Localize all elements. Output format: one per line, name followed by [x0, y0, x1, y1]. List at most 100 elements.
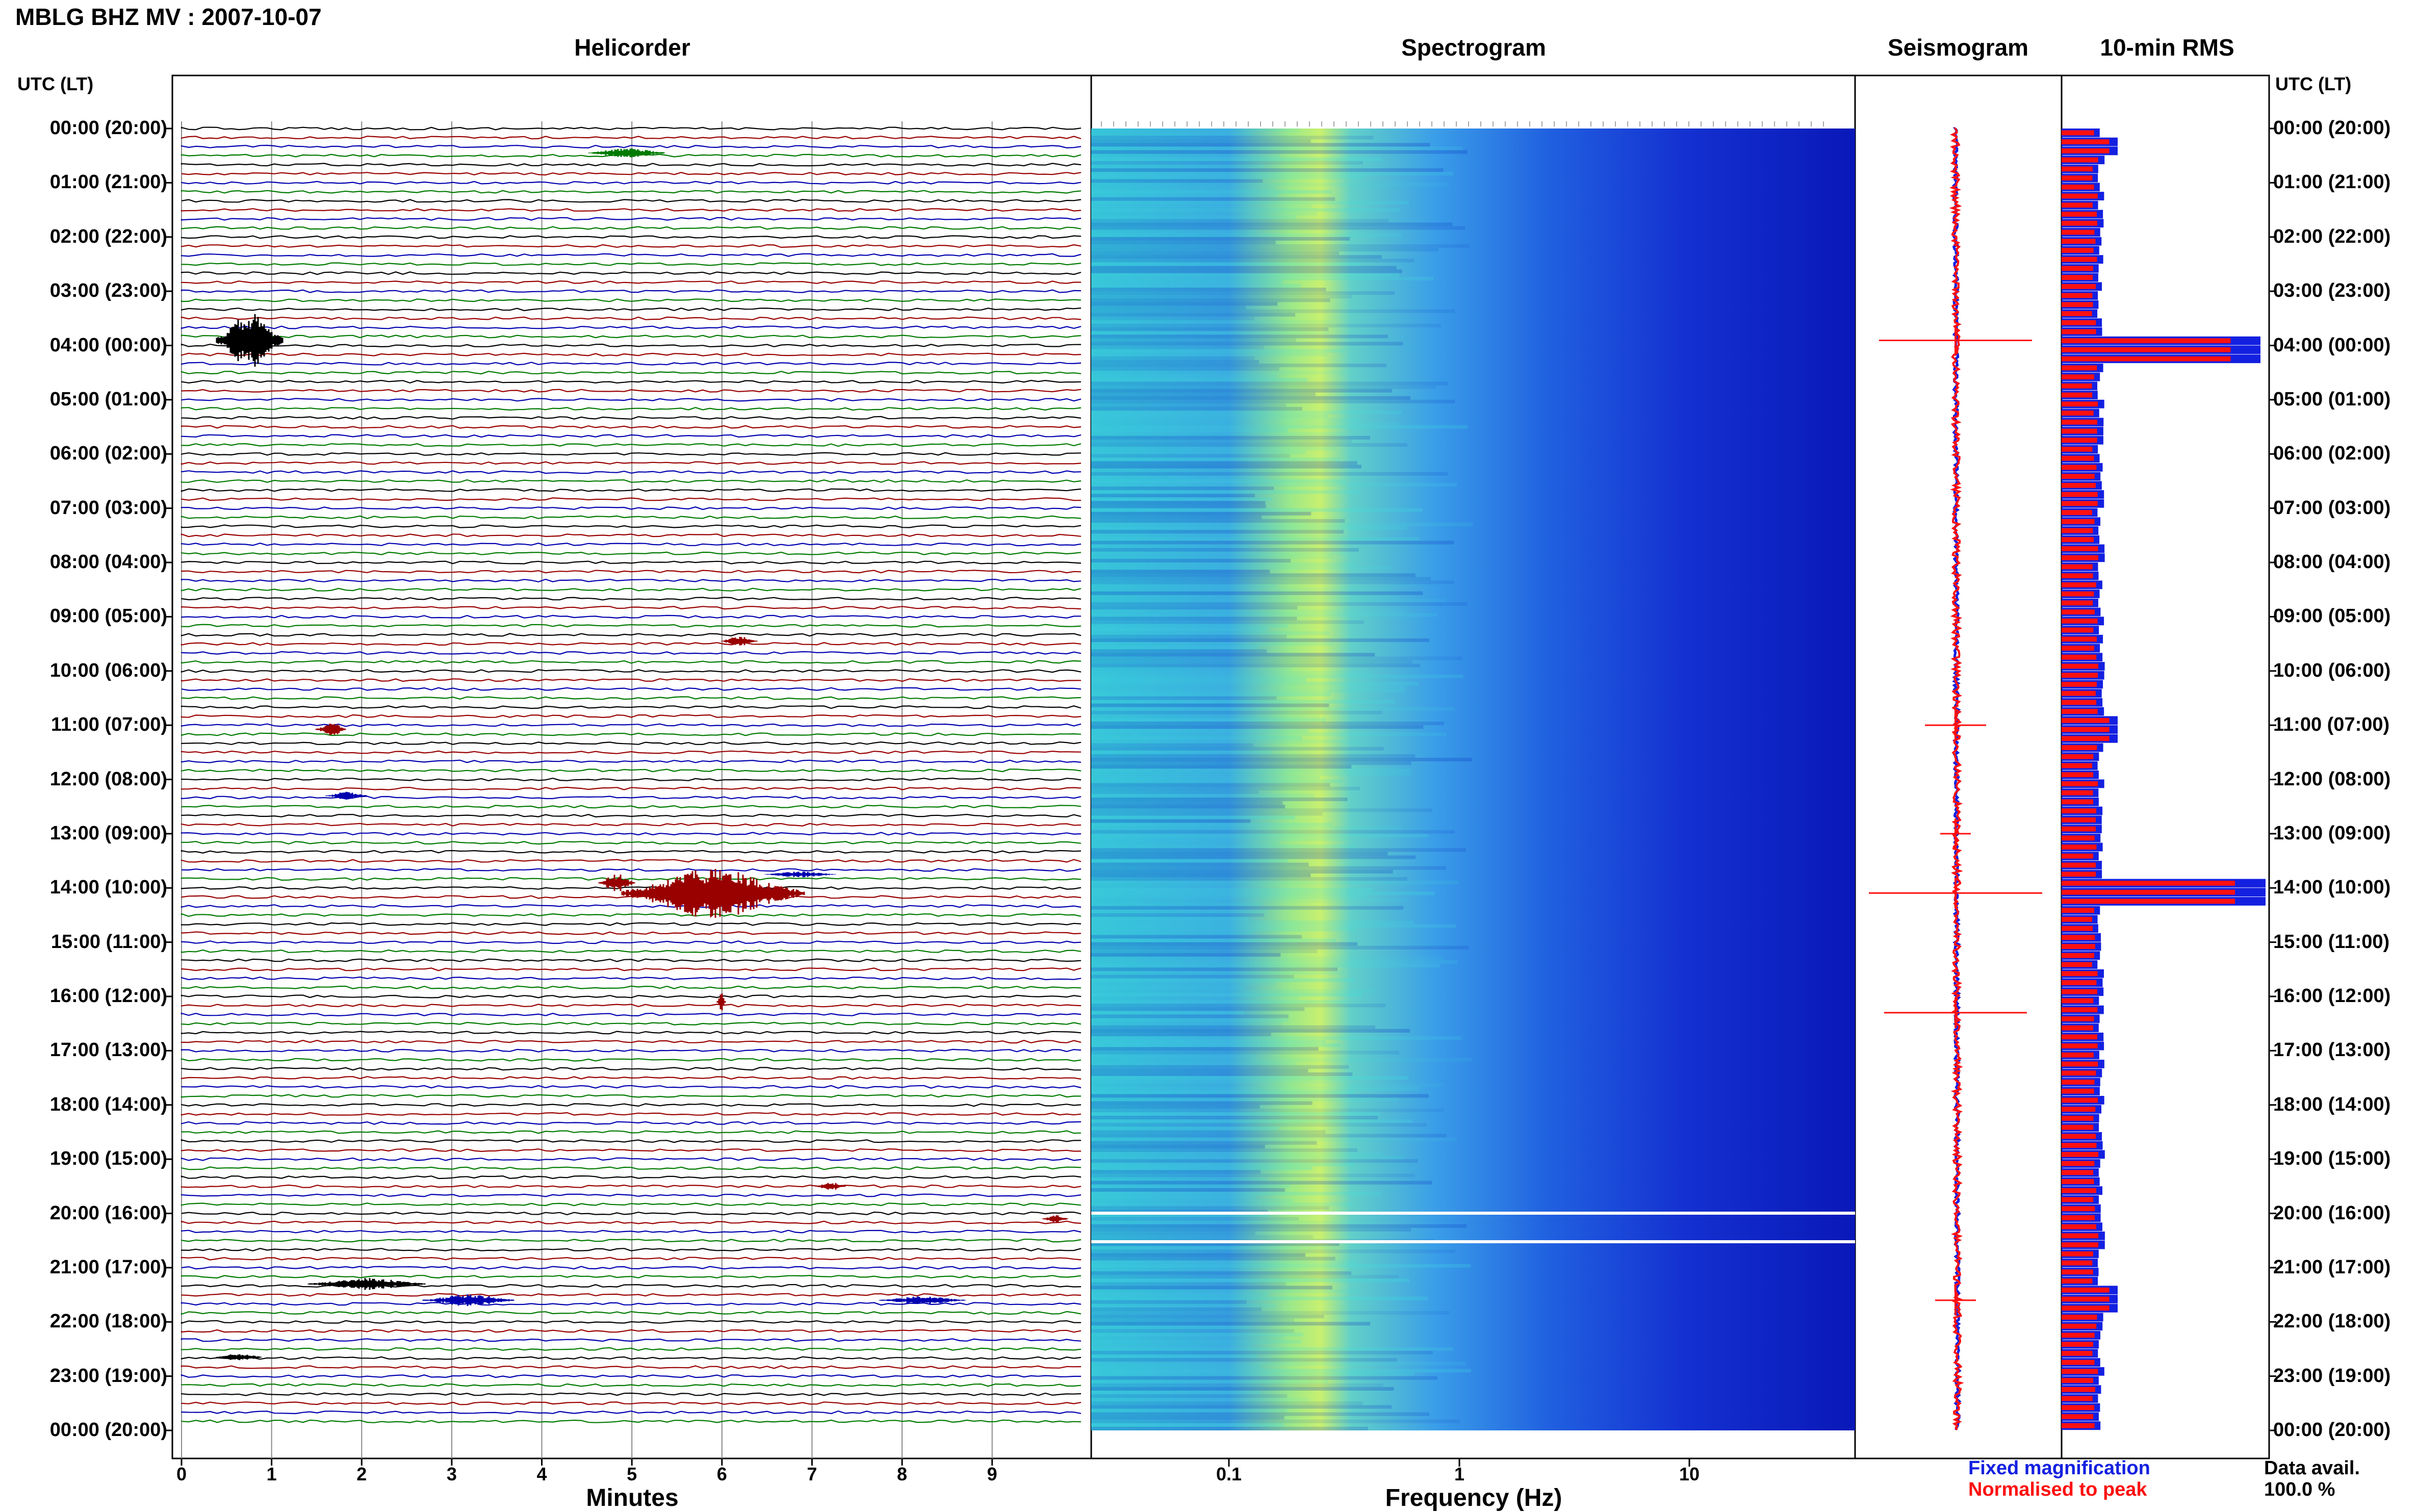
helicorder-trace [181, 1048, 1082, 1053]
time-label: 13:00 (09:00) [2273, 822, 2391, 844]
helicorder-trace [181, 235, 1082, 239]
time-label: 07:00 (03:00) [2273, 497, 2391, 519]
helicorder-trace [181, 1302, 1082, 1306]
time-label: 23:00 (19:00) [2273, 1365, 2391, 1387]
helicorder-trace [181, 777, 1082, 782]
helicorder-trace [181, 578, 1082, 583]
helicorder-event [879, 1296, 966, 1304]
helicorder-trace [181, 262, 1082, 266]
helicorder-event [325, 791, 367, 800]
helicorder-trace [181, 253, 1082, 257]
helicorder-trace [181, 1338, 1082, 1342]
helicorder-trace [181, 1103, 1082, 1107]
helicorder-trace [181, 768, 1082, 773]
helicorder-trace [181, 587, 1082, 592]
helicorder-trace [181, 651, 1082, 655]
helicorder-trace [181, 1112, 1082, 1116]
helicorder-trace [181, 226, 1082, 230]
helicorder-trace [181, 479, 1082, 483]
helicorder-trace [181, 805, 1082, 809]
time-label: 23:00 (19:00) [49, 1365, 167, 1387]
helicorder-trace [181, 696, 1082, 700]
helicorder-trace [181, 614, 1082, 619]
helicorder-trace [181, 633, 1082, 637]
time-label: 15:00 (11:00) [50, 931, 167, 953]
time-label: 05:00 (01:00) [2273, 388, 2391, 410]
helicorder-event [216, 314, 284, 367]
time-label: 03:00 (23:00) [2273, 280, 2391, 302]
time-label: 09:00 (05:00) [49, 605, 167, 627]
helicorder-trace [181, 1202, 1082, 1207]
helicorder-trace [181, 1284, 1082, 1288]
time-label: 10:00 (06:00) [49, 659, 167, 681]
time-label: 16:00 (12:00) [49, 985, 167, 1007]
time-label: 03:00 (23:00) [49, 280, 167, 302]
helicorder-trace [181, 461, 1082, 465]
helicorder-trace [181, 958, 1082, 962]
minute-tick-label: 6 [716, 1464, 727, 1484]
time-label: 22:00 (18:00) [2273, 1311, 2391, 1332]
helicorder-trace [181, 1293, 1082, 1297]
time-label: 19:00 (15:00) [2273, 1148, 2391, 1170]
helicorder-event [1042, 1215, 1068, 1223]
time-label: 00:00 (20:00) [2273, 1419, 2391, 1441]
helicorder-trace [181, 1365, 1082, 1369]
helicorder-trace [181, 362, 1082, 366]
helicorder-event [716, 993, 726, 1011]
helicorder-trace [181, 1166, 1082, 1170]
helicorder-event [307, 1278, 426, 1290]
helicorder-trace [181, 1040, 1082, 1044]
helicorder-trace [181, 443, 1082, 447]
helicorder-trace [181, 452, 1082, 456]
helicorder-event [598, 875, 635, 891]
seismogram-title: Seismogram [1887, 34, 2029, 61]
helicorder-trace [181, 190, 1082, 194]
legend-normalised-to-peak: Normalised to peak [1968, 1479, 2147, 1500]
helicorder-trace [181, 434, 1082, 438]
helicorder-trace [181, 144, 1082, 149]
helicorder-trace [181, 335, 1082, 339]
helicorder-trace [181, 813, 1082, 818]
helicorder-trace [181, 1121, 1082, 1125]
time-label: 01:00 (21:00) [2273, 171, 2391, 193]
helicorder-trace [181, 823, 1082, 827]
helicorder-trace [181, 741, 1082, 746]
helicorder-trace [181, 1184, 1082, 1188]
helicorder-trace [181, 1257, 1082, 1261]
helicorder-trace [181, 406, 1082, 411]
helicorder-trace [181, 597, 1082, 601]
helicorder-trace [181, 217, 1082, 221]
time-label: 00:00 (20:00) [49, 117, 167, 139]
helicorder-trace [181, 136, 1082, 140]
helicorder-trace [181, 1139, 1082, 1143]
helicorder-trace [181, 1193, 1082, 1197]
helicorder-trace [181, 1075, 1082, 1080]
helicorder-trace [181, 1004, 1082, 1008]
minute-tick-label: 3 [446, 1464, 457, 1484]
helicorder-trace [181, 886, 1082, 890]
time-label: 20:00 (16:00) [49, 1202, 167, 1224]
helicorder-trace [181, 723, 1082, 727]
helicorder-trace [181, 551, 1082, 555]
helicorder-trace [181, 705, 1082, 709]
time-label: 14:00 (10:00) [49, 877, 167, 899]
helicorder-trace [181, 389, 1082, 393]
helicorder-trace [181, 660, 1082, 664]
helicorder-event [621, 869, 805, 918]
helicorder-trace [181, 624, 1082, 628]
helicorder-trace [181, 1392, 1082, 1396]
station-title: MBLG BHZ MV : 2007-10-07 [15, 4, 322, 30]
time-label: 14:00 (10:00) [2273, 877, 2391, 899]
minute-tick-label: 8 [897, 1464, 908, 1484]
helicorder-trace [181, 877, 1082, 881]
helicorder-trace [181, 1401, 1082, 1405]
helicorder-trace [181, 642, 1082, 646]
helicorder-title: Helicorder [574, 34, 690, 61]
time-label: 04:00 (00:00) [49, 334, 167, 356]
time-axis-label-right: UTC (LT) [2275, 73, 2352, 94]
helicorder-trace [181, 1067, 1082, 1071]
helicorder-trace [181, 931, 1082, 935]
helicorder-trace [181, 533, 1082, 537]
helicorder-event [422, 1294, 515, 1306]
